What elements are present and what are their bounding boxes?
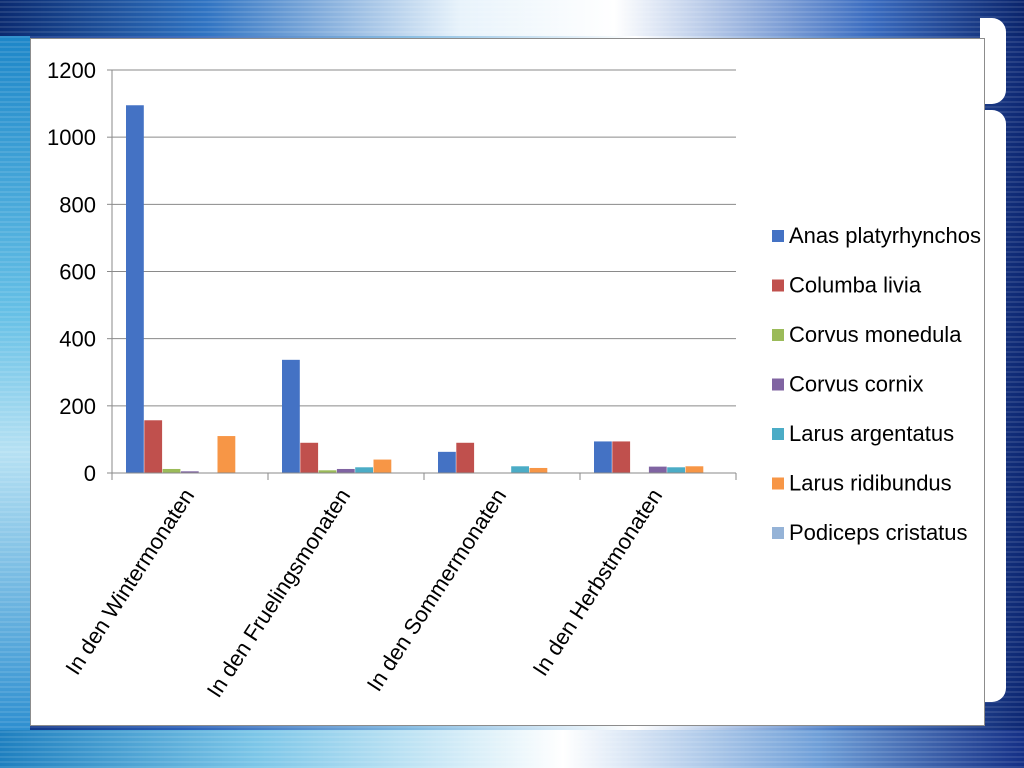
bar (667, 467, 685, 473)
legend-label: Corvus monedula (789, 322, 962, 347)
y-tick-label: 0 (84, 461, 96, 486)
bar (180, 471, 199, 473)
bar (529, 467, 548, 473)
bar (355, 467, 373, 473)
legend-label: Columba livia (789, 273, 922, 298)
y-tick-label: 400 (59, 327, 96, 352)
axes: 0 200 400 600 800 1000 1200 In den Wintermonate… (47, 58, 737, 702)
x-category-label: In den Wintermonaten (60, 484, 199, 679)
bar (126, 105, 144, 473)
bar (511, 466, 529, 473)
bar (144, 420, 163, 473)
bar (373, 459, 392, 473)
legend: Anas platyrhynchos Columba livia Corvus mo… (772, 223, 981, 545)
y-tick-label: 800 (59, 192, 96, 217)
legend-label: Podiceps cristatus (789, 520, 968, 545)
bar (438, 451, 456, 473)
y-tick-label: 600 (59, 260, 96, 285)
legend-label: Larus ridibundus (789, 471, 952, 496)
bar (162, 468, 181, 473)
y-tick-label: 200 (59, 394, 96, 419)
bar (612, 441, 631, 473)
legend-swatch (772, 527, 784, 539)
bar (318, 470, 337, 473)
x-category-label: In den Sommermonaten (362, 484, 512, 696)
legend-label: Corvus cornix (789, 372, 923, 397)
legend-swatch (772, 329, 784, 341)
background-bottom-band (0, 730, 1024, 768)
x-category-label: In den Fruelingsmonaten (202, 484, 356, 702)
chart-panel: 0 200 400 600 800 1000 1200 In den Wintermonate… (30, 38, 985, 726)
gridlines (112, 69, 736, 474)
bar-chart: 0 200 400 600 800 1000 1200 In den Wintermonate… (47, 58, 981, 702)
legend-swatch (772, 378, 784, 391)
bar (282, 359, 300, 473)
bar (217, 436, 236, 473)
background-top-band (0, 0, 1024, 36)
bar (594, 441, 612, 473)
bar (300, 442, 319, 473)
x-category-label: In den Herbstmonaten (528, 484, 668, 680)
bar (336, 468, 355, 473)
background-left-strip (0, 36, 30, 730)
legend-swatch (772, 477, 784, 490)
bars (126, 105, 704, 473)
bar (685, 466, 704, 473)
legend-label: Anas platyrhynchos (789, 223, 981, 248)
legend-swatch (772, 230, 784, 242)
legend-swatch (772, 279, 784, 292)
legend-label: Larus argentatus (789, 421, 954, 446)
y-tick-label: 1000 (47, 125, 96, 150)
bar (648, 466, 667, 473)
legend-swatch (772, 428, 784, 440)
bar (456, 442, 475, 473)
y-tick-label: 1200 (47, 58, 96, 83)
